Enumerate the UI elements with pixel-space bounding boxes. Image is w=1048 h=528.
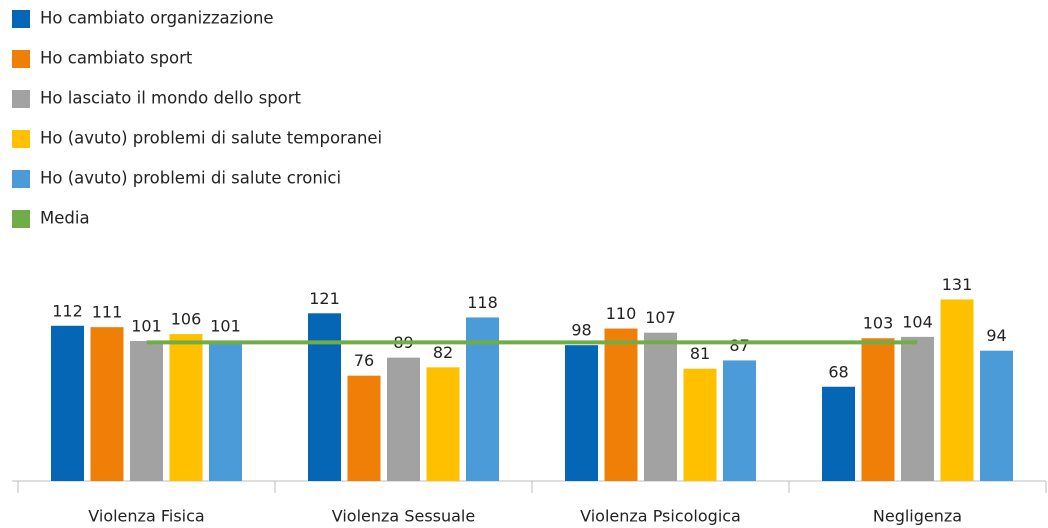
legend: Ho cambiato organizzazione Ho cambiato sp…	[12, 9, 382, 228]
data-label: 103	[863, 314, 894, 333]
legend-swatch	[12, 90, 30, 108]
legend-label: Ho lasciato il mondo dello sport	[40, 89, 302, 108]
bar	[130, 341, 163, 481]
data-label: 101	[210, 317, 241, 336]
x-tick-label: Violenza Psicologica	[580, 507, 741, 526]
data-label: 81	[690, 344, 710, 363]
legend-swatch	[12, 210, 30, 228]
data-label: 87	[729, 336, 749, 355]
bar	[466, 317, 499, 481]
bar	[426, 367, 460, 481]
bar	[565, 345, 598, 481]
data-label: 82	[433, 343, 453, 362]
bar	[209, 341, 242, 481]
data-label: 121	[309, 289, 340, 308]
legend-swatch	[12, 130, 30, 148]
x-tick-label: Violenza Fisica	[88, 507, 204, 526]
bar	[940, 299, 974, 481]
data-label: 76	[354, 351, 374, 370]
data-label: 112	[52, 301, 83, 320]
bar	[308, 313, 341, 481]
data-label: 106	[171, 310, 202, 329]
legend-label: Ho (avuto) problemi di salute temporanei	[40, 129, 382, 148]
bar	[683, 368, 717, 481]
data-label: 68	[828, 362, 848, 381]
legend-label: Ho cambiato sport	[40, 49, 193, 68]
x-tick-label: Violenza Sessuale	[332, 507, 475, 526]
legend-label: Ho (avuto) problemi di salute cronici	[40, 169, 341, 188]
data-label: 98	[571, 321, 591, 340]
data-label: 107	[645, 308, 676, 327]
bar	[822, 386, 855, 481]
bar	[387, 357, 420, 481]
legend-swatch	[12, 10, 30, 28]
bar	[723, 360, 756, 481]
bar	[644, 332, 677, 481]
data-label: 101	[131, 317, 162, 336]
bar	[169, 334, 203, 481]
data-label: 111	[92, 303, 123, 322]
legend-swatch	[12, 50, 30, 68]
data-label: 131	[942, 275, 973, 294]
legend-swatch	[12, 170, 30, 188]
bar	[347, 375, 381, 481]
legend-label: Media	[40, 209, 90, 228]
bar	[861, 338, 895, 481]
data-label: 110	[606, 304, 637, 323]
legend-label: Ho cambiato organizzazione	[40, 9, 274, 28]
bar	[51, 325, 84, 481]
x-tick-label: Negligenza	[873, 507, 962, 526]
bar	[980, 350, 1013, 481]
data-label: 104	[902, 312, 933, 331]
data-label: 118	[467, 293, 498, 312]
bar	[90, 327, 124, 481]
bar	[604, 328, 638, 481]
bar	[901, 336, 934, 481]
data-label: 94	[986, 326, 1006, 345]
